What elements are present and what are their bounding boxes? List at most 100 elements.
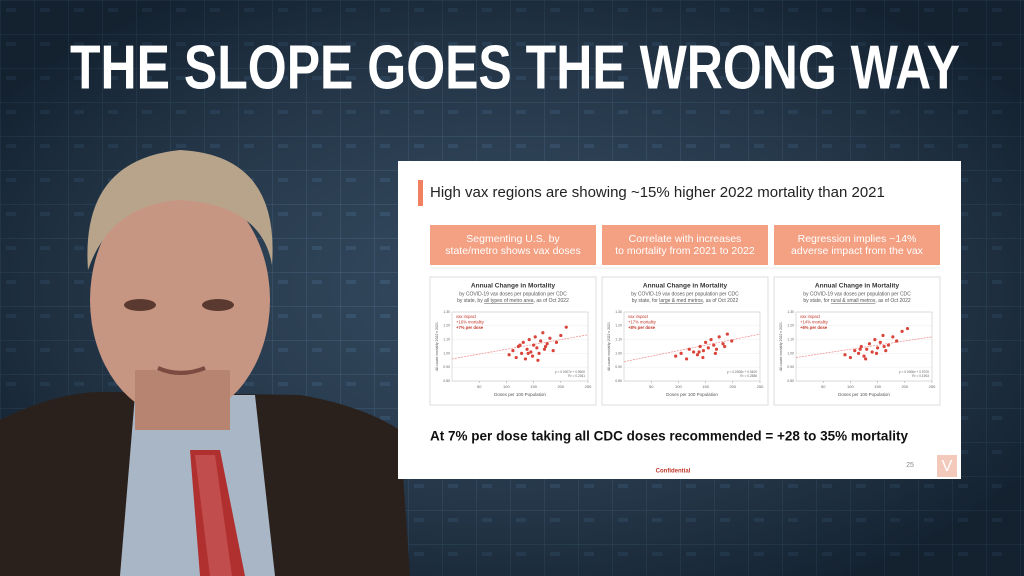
scatter-point <box>559 333 563 338</box>
scatter-point <box>848 355 853 360</box>
scatter-point <box>695 353 700 357</box>
subtitle-part: rural & small metros <box>831 298 876 304</box>
y-tick-label: 0.80 <box>615 379 622 383</box>
summary-text: Regression implies ~14% adverse impact fr… <box>791 233 924 257</box>
y-tick-label: 0.80 <box>787 379 794 383</box>
scatter-point <box>891 335 895 339</box>
trend-line <box>795 336 933 358</box>
summary-box <box>774 225 940 265</box>
subtitle-part: all types of metro area <box>484 298 534 304</box>
x-axis-label: Doses per 100 Population <box>494 392 546 397</box>
scatter-point <box>859 344 863 349</box>
scatter-point <box>541 331 545 335</box>
summary-line: adverse impact from the vax <box>791 245 924 257</box>
plot-frame <box>795 311 933 382</box>
subtitle-part: , as of Oct 2022 <box>534 298 570 304</box>
scatter-point <box>858 347 862 351</box>
scatter-point <box>554 340 559 344</box>
summary-line: Regression implies ~14% <box>798 233 917 245</box>
x-tick-label: 50 <box>821 384 826 389</box>
scatter-point <box>873 338 877 342</box>
summary-line: to mortality from 2021 to 2022 <box>615 245 755 257</box>
summary-line: state/metro shows vax doses <box>445 245 580 257</box>
scatter-point <box>530 354 535 358</box>
scatter-point <box>698 344 702 349</box>
scatter-point <box>878 340 882 344</box>
subtitle-part: large & med metros <box>659 298 703 304</box>
y-tick-label: 1.00 <box>787 351 794 355</box>
scatter-point <box>884 349 888 353</box>
scatter-point <box>721 342 725 346</box>
scatter-point <box>701 349 706 353</box>
scatter-point <box>709 338 713 342</box>
y-tick-label: 1.20 <box>787 324 794 328</box>
scatter-point <box>876 346 880 350</box>
scatter-point <box>520 351 524 355</box>
scatter-point <box>526 351 530 355</box>
scatter-point <box>905 326 910 331</box>
logo-box <box>937 455 957 477</box>
scatter-point <box>900 329 904 333</box>
y-axis-label: All-cause mortality 2022 v 2021 <box>779 322 783 371</box>
trend-equation: y = 0.0008x + 0.9400 <box>727 370 757 374</box>
scatter-point <box>881 333 885 338</box>
slide-header: High vax regions are showing ~15% higher… <box>430 184 885 201</box>
scatter-point <box>525 347 529 351</box>
x-tick-label: 150 <box>530 384 537 389</box>
y-axis-label: All-cause mortality 2022 v 2021 <box>607 322 611 371</box>
scatter-point <box>521 340 525 344</box>
summary-box <box>430 225 596 265</box>
plot-frame <box>623 311 761 382</box>
scatter-point <box>529 350 533 354</box>
chart-subtitle: by COVID-19 vax doses per population per… <box>459 291 567 297</box>
scatter-point <box>545 342 549 346</box>
y-axis-label: All-cause mortality 2022 v 2021 <box>435 322 439 371</box>
y-tick-label: 1.30 <box>787 310 794 314</box>
scatter-point <box>725 332 729 336</box>
annotation: +17% mortality <box>628 320 657 325</box>
y-tick-label: 1.20 <box>615 324 622 328</box>
y-tick-label: 0.90 <box>443 365 450 369</box>
scatter-point <box>511 349 515 353</box>
scatter-point <box>697 350 701 354</box>
scatter-point <box>518 343 522 347</box>
summary-text: Correlate with increases to mortality fro… <box>615 233 755 257</box>
annotation: vax impact <box>628 314 649 319</box>
x-tick-label: 100 <box>675 384 682 389</box>
summary-box <box>602 225 768 265</box>
x-tick-label: 200 <box>901 384 908 389</box>
chart-subtitle: by state, for large & med metros, as of … <box>632 298 739 304</box>
scatter-point <box>674 354 678 358</box>
annotation: +8% per dose <box>628 325 656 330</box>
scatter-point <box>564 325 568 329</box>
y-tick-label: 1.10 <box>787 338 794 342</box>
x-tick-label: 250 <box>929 384 936 389</box>
summary-text: Segmenting U.S. by state/metro shows vax … <box>445 233 580 257</box>
subtitle-part: by state, for <box>803 298 831 304</box>
trend-r2: R² = 0.2361 <box>568 374 585 378</box>
header-accent <box>418 180 423 206</box>
scatter-point <box>862 354 866 358</box>
x-tick-label: 100 <box>847 384 854 389</box>
scatter-point <box>514 355 518 360</box>
scatter-point <box>533 335 537 339</box>
conclusion: At 7% per dose taking all CDC doses reco… <box>430 429 908 444</box>
chart-title: Annual Change in Mortality <box>471 283 556 290</box>
scatter-point <box>692 350 696 354</box>
chart-panel <box>601 276 769 406</box>
trend-r2: R² = 0.2586 <box>740 374 757 378</box>
y-tick-label: 0.90 <box>615 365 622 369</box>
summary-line: Segmenting U.S. by <box>466 233 560 245</box>
trend-equation: y = 0.0006x + 0.9700 <box>899 370 929 374</box>
scatter-point <box>539 339 543 343</box>
scatter-point <box>856 351 861 355</box>
y-tick-label: 1.10 <box>443 338 450 342</box>
scatter-point <box>870 350 874 354</box>
y-tick-label: 1.30 <box>443 310 450 314</box>
x-tick-label: 100 <box>503 384 510 389</box>
scatter-point <box>895 339 899 343</box>
scatter-point <box>865 347 869 351</box>
headline: THE SLOPE GOES THE WRONG WAY <box>70 33 960 102</box>
